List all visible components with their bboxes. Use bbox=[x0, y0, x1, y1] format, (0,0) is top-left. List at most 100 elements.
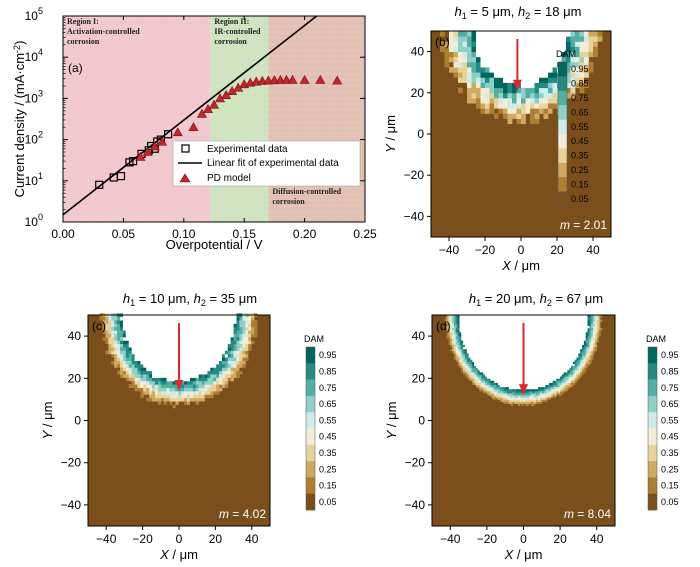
damage-cell bbox=[554, 365, 557, 369]
damage-cell bbox=[567, 363, 570, 367]
damage-cell bbox=[538, 378, 541, 381]
damage-cell bbox=[554, 361, 557, 364]
colorbar-swatch bbox=[558, 191, 567, 207]
damage-cell bbox=[582, 336, 585, 339]
damage-cell bbox=[572, 336, 576, 339]
damage-cell bbox=[463, 338, 466, 341]
damage-cell bbox=[501, 329, 504, 333]
damage-cell bbox=[596, 336, 599, 339]
damage-cell bbox=[503, 325, 506, 329]
damage-cell bbox=[532, 352, 535, 356]
damage-cell bbox=[516, 323, 519, 326]
damage-cell bbox=[561, 344, 565, 348]
damage-cell bbox=[587, 336, 590, 339]
damage-cell bbox=[572, 329, 576, 333]
damage-cell bbox=[539, 340, 543, 343]
damage-cell bbox=[556, 333, 559, 337]
damage-cell bbox=[488, 355, 491, 358]
damage-cell bbox=[582, 359, 585, 362]
damage-cell bbox=[508, 376, 512, 379]
damage-cell bbox=[461, 329, 464, 333]
damage-cell bbox=[530, 376, 534, 379]
damage-cell bbox=[536, 390, 539, 394]
damage-cell bbox=[166, 357, 170, 361]
damage-cell bbox=[563, 321, 566, 324]
damage-cell bbox=[251, 340, 255, 345]
damage-cell bbox=[449, 31, 454, 37]
damage-cell bbox=[468, 344, 471, 348]
damage-cell bbox=[457, 333, 460, 337]
damage-cell bbox=[236, 316, 240, 321]
damage-cell bbox=[512, 350, 515, 354]
damage-cell bbox=[483, 338, 486, 341]
damage-cell bbox=[207, 394, 211, 399]
damage-cell bbox=[463, 367, 466, 371]
damage-cell bbox=[530, 374, 534, 377]
damage-cell bbox=[466, 352, 469, 356]
damage-cell bbox=[457, 323, 460, 326]
damage-cell bbox=[140, 390, 144, 395]
damage-cell bbox=[219, 367, 223, 372]
damage-cell bbox=[496, 344, 499, 348]
damage-cell bbox=[514, 331, 517, 335]
damage-cell bbox=[494, 359, 497, 362]
damage-cell bbox=[561, 382, 565, 386]
damage-cell bbox=[468, 325, 471, 329]
damage-cell bbox=[131, 316, 135, 321]
damage-cell bbox=[543, 331, 546, 335]
damage-cell bbox=[479, 315, 482, 318]
damage-cell bbox=[184, 326, 188, 331]
damage-cell bbox=[539, 319, 543, 322]
damage-cell bbox=[213, 347, 217, 351]
damage-cell bbox=[117, 340, 121, 345]
damage-cell bbox=[543, 371, 546, 375]
damage-cell bbox=[582, 346, 585, 350]
damage-cell bbox=[169, 384, 173, 388]
damage-cell bbox=[545, 350, 548, 354]
damage-cell bbox=[567, 350, 570, 354]
damage-cell bbox=[198, 330, 202, 334]
damage-cell bbox=[600, 317, 603, 320]
damage-cell bbox=[574, 355, 577, 358]
damage-cell bbox=[552, 329, 556, 333]
damage-cell bbox=[538, 380, 541, 383]
damage-cell bbox=[572, 359, 576, 362]
damage-cell bbox=[471, 67, 477, 73]
damage-cell bbox=[565, 323, 568, 326]
damage-cell bbox=[464, 315, 468, 318]
damage-cell bbox=[514, 329, 517, 333]
damage-cell bbox=[227, 377, 232, 382]
damage-cell bbox=[472, 371, 475, 375]
damage-cell bbox=[459, 317, 462, 320]
damage-cell bbox=[557, 36, 562, 42]
damage-cell bbox=[453, 323, 457, 326]
x-tick-label: 0.25 bbox=[353, 227, 377, 241]
damage-cell bbox=[556, 357, 559, 360]
damage-cell bbox=[507, 323, 510, 326]
damage-cell bbox=[499, 378, 502, 381]
damage-cell bbox=[518, 327, 521, 331]
damage-cell bbox=[545, 325, 548, 329]
damage-cell bbox=[181, 363, 185, 368]
damage-cell bbox=[528, 386, 532, 390]
damage-cell bbox=[488, 384, 491, 388]
damage-cell bbox=[154, 363, 159, 368]
damage-cell bbox=[499, 348, 502, 352]
colorbar-swatch bbox=[306, 493, 315, 511]
damage-cell bbox=[583, 361, 587, 364]
damage-cell bbox=[543, 365, 546, 369]
damage-cell bbox=[549, 371, 552, 375]
damage-cell bbox=[576, 348, 579, 352]
damage-cell bbox=[569, 344, 572, 348]
damage-cell bbox=[593, 315, 596, 318]
damage-cell bbox=[530, 113, 535, 119]
damage-cell bbox=[580, 333, 583, 337]
damage-cell bbox=[558, 384, 561, 388]
damage-cell bbox=[545, 382, 548, 386]
damage-cell bbox=[587, 355, 590, 358]
damage-cell bbox=[472, 336, 475, 339]
damage-cell bbox=[488, 338, 491, 341]
damage-cell bbox=[514, 327, 517, 331]
damage-cell bbox=[549, 359, 552, 362]
damage-cell bbox=[457, 350, 460, 354]
